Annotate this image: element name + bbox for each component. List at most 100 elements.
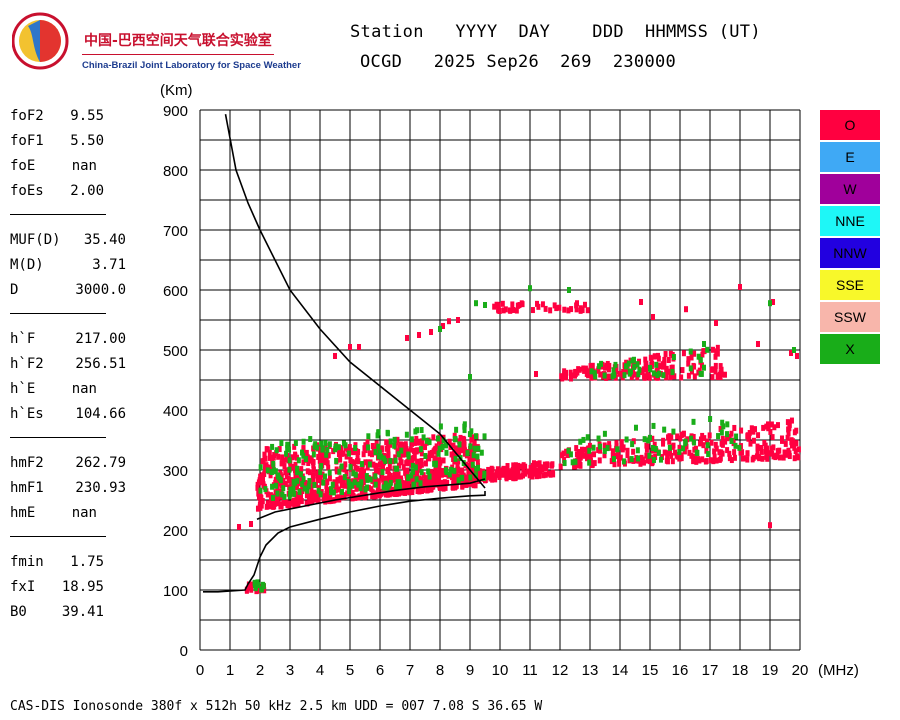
echo-point: [748, 440, 753, 447]
echo-point: [279, 480, 284, 487]
echo-point: [343, 461, 348, 468]
echo-point: [406, 453, 411, 460]
echo-point: [467, 431, 472, 438]
echo-point: [671, 354, 676, 361]
echo-point: [774, 452, 779, 459]
echo-point: [293, 461, 298, 468]
echo-point: [593, 373, 598, 380]
echo-point: [276, 473, 281, 480]
echo-point: [265, 500, 270, 507]
echo-point: [263, 486, 268, 493]
echo-point: [418, 488, 423, 495]
echo-point: [755, 450, 760, 457]
param-row: hmE nan: [10, 505, 130, 530]
echo-point: [437, 445, 442, 452]
echo-point: [691, 418, 696, 425]
echo-point: [574, 451, 579, 458]
echo-point: [738, 449, 743, 456]
echo-point: [404, 478, 409, 485]
echo-point: [383, 480, 388, 487]
echo-point: [429, 470, 434, 477]
echo-point: [675, 453, 680, 460]
echo-point: [339, 445, 344, 452]
echo-point: [494, 301, 499, 308]
echo-point: [558, 463, 563, 470]
echo-point: [614, 443, 619, 450]
scatter-point: [648, 365, 652, 371]
echo-point: [757, 455, 762, 462]
echo-point: [577, 366, 582, 373]
echo-point: [575, 462, 580, 469]
echo-point: [573, 369, 578, 376]
echo-point: [404, 470, 409, 477]
echo-point: [547, 470, 552, 477]
echo-point: [503, 306, 508, 313]
echo-point: [418, 480, 423, 487]
echo-point: [323, 445, 328, 452]
echo-point: [451, 480, 456, 487]
echo-point: [355, 465, 360, 472]
echo-point: [666, 450, 671, 457]
echo-point: [437, 483, 442, 490]
echo-point: [482, 470, 487, 477]
param-value: 1.75: [70, 554, 104, 570]
profile-line: [224, 114, 486, 489]
echo-point: [763, 448, 768, 455]
echo-point: [423, 475, 428, 482]
echo-point: [759, 444, 764, 451]
echo-point: [375, 432, 380, 439]
echo-point: [569, 306, 574, 313]
echo-point: [301, 459, 306, 466]
param-label: h`F: [10, 331, 36, 347]
echo-point: [472, 455, 477, 462]
echo-point: [568, 375, 573, 382]
echo-point: [720, 441, 725, 448]
echo-point: [351, 492, 356, 499]
echo-point: [683, 438, 688, 445]
echo-point: [549, 462, 554, 469]
echo-point: [401, 464, 406, 471]
echo-point: [331, 489, 336, 496]
echo-point: [482, 475, 487, 482]
echo-point: [457, 438, 462, 445]
param-label: foE: [10, 158, 36, 174]
echo-point: [342, 494, 347, 501]
echo-point: [315, 477, 320, 484]
echo-point: [551, 471, 556, 478]
x-tick-label: 17: [702, 662, 719, 679]
echo-point: [651, 370, 656, 377]
echo-point: [633, 424, 638, 431]
echo-point: [574, 306, 579, 313]
echo-point: [501, 307, 506, 314]
echo-point: [255, 505, 260, 512]
x-tick-label: 16: [672, 662, 689, 679]
echo-point: [393, 457, 398, 464]
echo-point: [577, 451, 582, 458]
echo-point: [280, 491, 285, 498]
echo-point: [310, 474, 315, 481]
echo-point: [311, 462, 316, 469]
echo-point: [318, 457, 323, 464]
echo-point: [789, 417, 794, 424]
echo-point: [681, 430, 686, 437]
param-value: 5.50: [70, 133, 104, 149]
echo-point: [279, 473, 284, 480]
echo-point: [455, 463, 460, 470]
echo-point: [566, 447, 571, 454]
echo-point: [686, 356, 691, 363]
echo-point: [652, 353, 657, 360]
echo-point: [288, 486, 293, 493]
echo-point: [719, 429, 724, 436]
echo-point: [328, 494, 333, 501]
echo-point: [312, 481, 317, 488]
echo-point: [704, 438, 709, 445]
echo-point: [319, 452, 324, 459]
header-values: OCGD 2025 Sep26 269 230000: [360, 52, 677, 72]
echo-point: [344, 470, 349, 477]
echo-point: [394, 472, 399, 479]
scatter-point: [714, 320, 718, 326]
echo-point: [307, 469, 312, 476]
echo-point: [662, 359, 667, 366]
echo-point: [465, 450, 470, 457]
echo-point: [706, 451, 711, 458]
